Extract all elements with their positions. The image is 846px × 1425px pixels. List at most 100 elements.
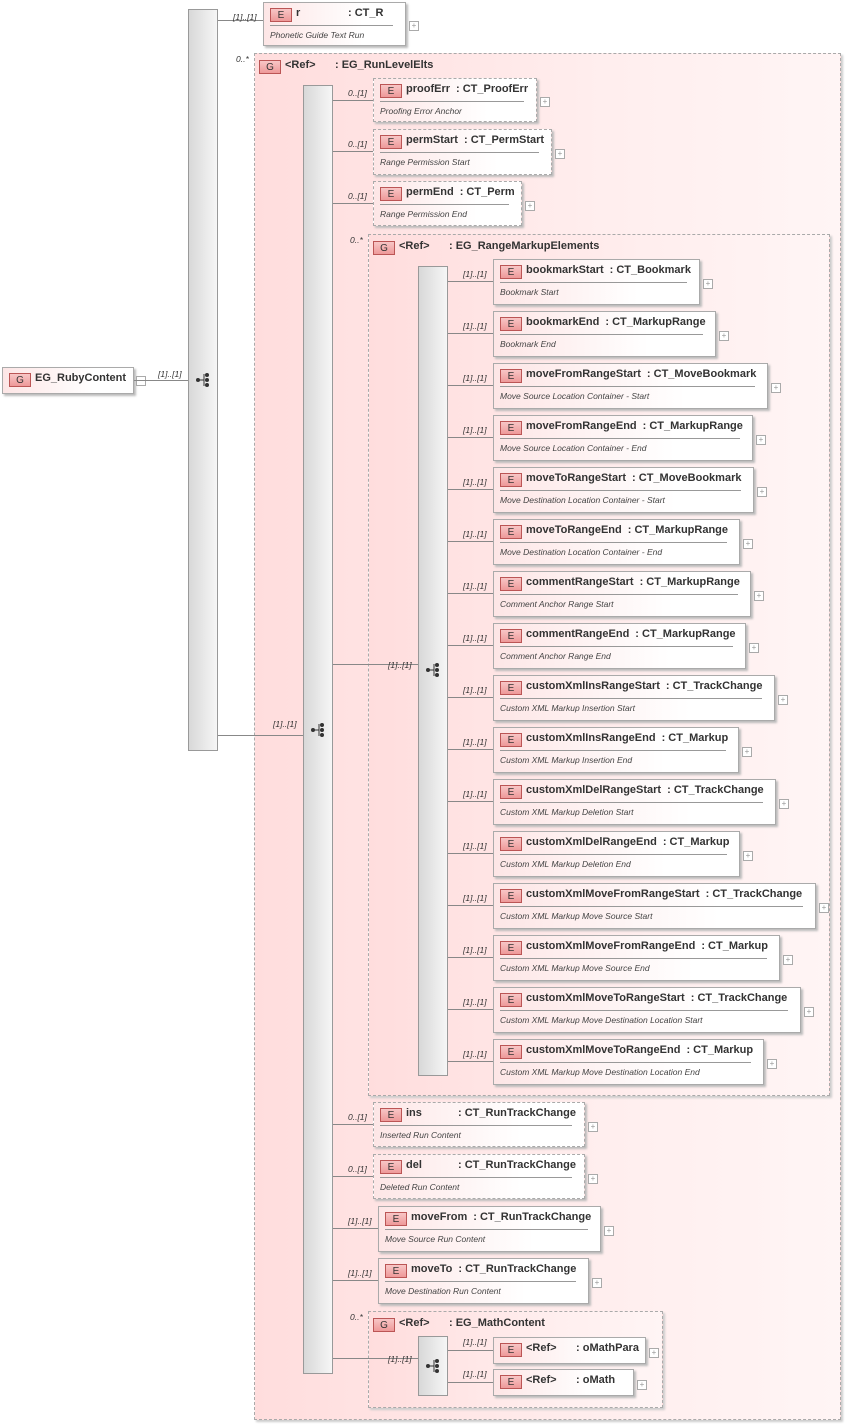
expand-toggle[interactable]: + xyxy=(754,591,764,601)
collapse-toggle[interactable]: − xyxy=(136,376,146,386)
expand-toggle[interactable]: + xyxy=(742,747,752,757)
expand-toggle[interactable]: + xyxy=(783,955,793,965)
multiplicity-label: [1]..[1] xyxy=(388,1354,412,1364)
connector-line xyxy=(448,385,493,386)
element-ref[interactable]: E <Ref>: oMathPara xyxy=(493,1337,646,1364)
expand-toggle[interactable]: + xyxy=(637,1379,647,1390)
node-title: customXmlDelRangeStart: CT_TrackChange xyxy=(526,784,764,796)
node-type: : CT_MoveBookmark xyxy=(646,368,757,380)
node-name: <Ref> xyxy=(399,240,430,252)
expand-toggle[interactable]: + xyxy=(525,200,535,211)
expand-toggle[interactable]: + xyxy=(555,149,565,159)
node-title: bookmarkEnd: CT_MarkupRange xyxy=(526,316,706,328)
connector-line xyxy=(333,203,373,204)
multiplicity-label: [1]..[1] xyxy=(388,660,412,670)
element-ref[interactable]: E <Ref>: oMath xyxy=(493,1369,634,1396)
node-name: customXmlInsRangeEnd xyxy=(526,732,656,744)
sequence-compositor[interactable] xyxy=(418,266,448,1076)
node-name: del xyxy=(406,1159,422,1171)
connector-line xyxy=(333,1358,418,1359)
node-title: moveFromRangeStart: CT_MoveBookmark xyxy=(526,368,756,380)
element-badge-icon: E xyxy=(500,1045,522,1059)
element-documentation: Move Source Location Container - End xyxy=(500,443,647,453)
separator xyxy=(500,386,755,387)
expand-toggle[interactable]: + xyxy=(804,1007,814,1017)
node-name: customXmlMoveToRangeEnd xyxy=(526,1044,681,1056)
expand-toggle[interactable]: + xyxy=(540,97,550,107)
expand-toggle[interactable]: + xyxy=(779,799,789,809)
connector-line xyxy=(448,957,493,958)
expand-toggle[interactable]: + xyxy=(649,1347,659,1358)
expand-toggle[interactable]: + xyxy=(719,331,729,341)
element-badge-icon: E xyxy=(500,473,522,487)
expand-toggle[interactable]: + xyxy=(592,1278,602,1288)
node-type: : CT_PermStart xyxy=(463,134,545,146)
expand-toggle[interactable]: + xyxy=(767,1059,777,1069)
element-badge-icon: E xyxy=(500,785,522,799)
node-title: customXmlMoveFromRangeStart: CT_TrackCha… xyxy=(526,888,802,900)
root-group-box[interactable]: G EG_RubyContent xyxy=(2,367,134,394)
element-badge-icon: E xyxy=(270,8,292,22)
multiplicity-label: 0..* xyxy=(236,54,249,64)
expand-toggle[interactable]: + xyxy=(757,487,767,497)
node-name: permEnd xyxy=(406,186,454,198)
separator xyxy=(270,25,393,26)
sequence-icon xyxy=(195,372,213,388)
expand-toggle[interactable]: + xyxy=(588,1121,598,1132)
element-badge-icon: E xyxy=(500,681,522,695)
expand-toggle[interactable]: + xyxy=(756,435,766,445)
element-badge-icon: E xyxy=(380,1108,402,1122)
node-title: moveFromRangeEnd: CT_MarkupRange xyxy=(526,420,743,432)
expand-toggle[interactable]: + xyxy=(743,539,753,549)
element-documentation: Custom XML Markup Move Destination Locat… xyxy=(500,1067,700,1077)
expand-toggle[interactable]: + xyxy=(778,695,788,705)
expand-toggle[interactable]: + xyxy=(749,643,759,653)
multiplicity-label: [1]..[1] xyxy=(463,1337,487,1347)
expand-toggle[interactable]: + xyxy=(703,279,713,289)
expand-toggle[interactable]: + xyxy=(604,1226,614,1236)
node-name: proofErr xyxy=(406,83,450,95)
expand-toggle[interactable]: + xyxy=(819,903,829,913)
expand-toggle[interactable]: + xyxy=(743,851,753,861)
multiplicity-label: [1]..[1] xyxy=(463,1369,487,1379)
connector-line xyxy=(448,749,493,750)
node-name: commentRangeEnd xyxy=(526,628,630,640)
node-title: moveToRangeEnd: CT_MarkupRange xyxy=(526,524,728,536)
node-type: : CT_MarkupRange xyxy=(642,420,743,432)
multiplicity-label: 0..* xyxy=(350,1312,363,1322)
element-badge-icon: E xyxy=(500,993,522,1007)
expand-toggle[interactable]: + xyxy=(588,1173,598,1184)
element-documentation: Phonetic Guide Text Run xyxy=(270,30,365,40)
separator xyxy=(385,1281,576,1282)
multiplicity-label: [1]..[1] xyxy=(463,685,487,695)
element-badge-icon: E xyxy=(500,525,522,539)
node-type: : CT_Perm xyxy=(459,186,515,198)
expand-toggle[interactable]: + xyxy=(409,21,419,31)
node-title: customXmlInsRangeStart: CT_TrackChange xyxy=(526,680,762,692)
expand-toggle[interactable]: + xyxy=(771,383,781,393)
